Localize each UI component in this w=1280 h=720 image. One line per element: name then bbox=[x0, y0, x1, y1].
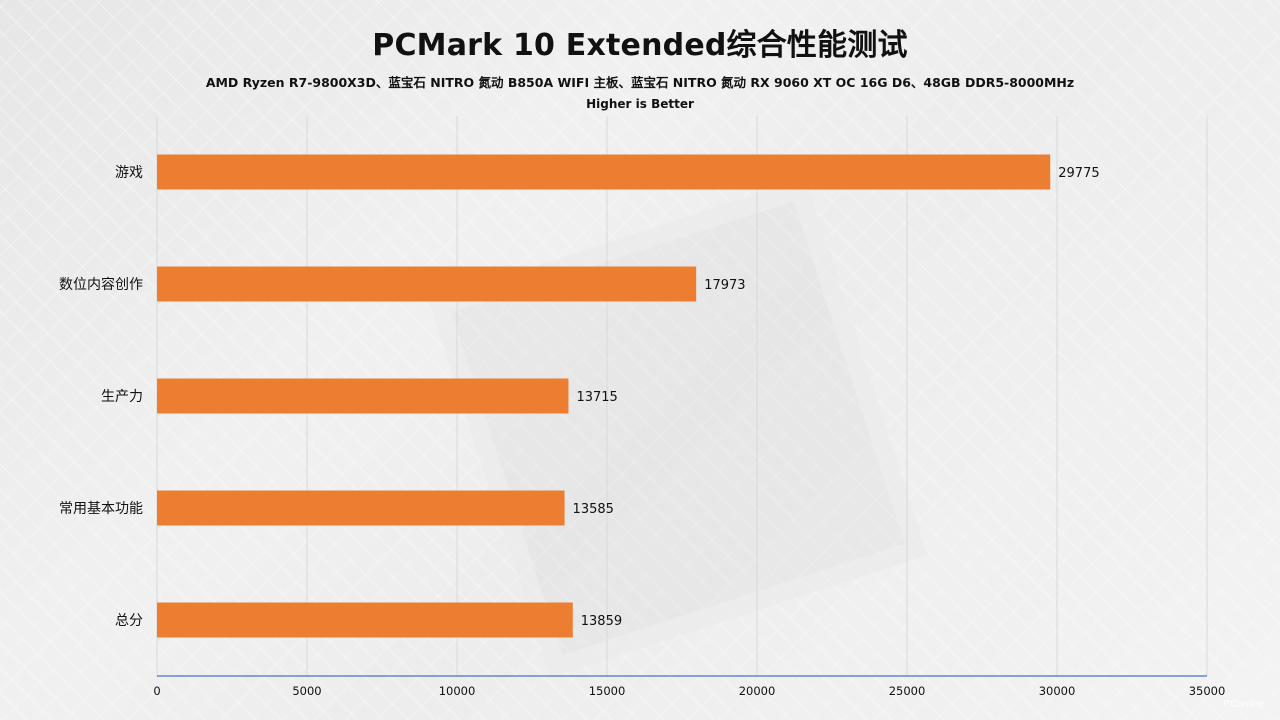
value-label: 17973 bbox=[704, 278, 745, 293]
value-label: 13585 bbox=[573, 502, 614, 517]
category-label: 常用基本功能 bbox=[59, 500, 143, 517]
chart-note: Higher is Better bbox=[586, 97, 694, 111]
x-tick-label: 20000 bbox=[739, 684, 776, 698]
category-label: 数位内容创作 bbox=[59, 276, 143, 293]
bar-3 bbox=[157, 378, 569, 414]
x-tick-label: 5000 bbox=[292, 684, 321, 698]
bar-1 bbox=[157, 154, 1051, 190]
chart-header: PCMark 10 Extended综合性能测试 AMD Ryzen R7-98… bbox=[0, 20, 1280, 111]
x-tick-label: 35000 bbox=[1189, 684, 1226, 698]
value-label: 29775 bbox=[1058, 166, 1099, 181]
bar-2 bbox=[157, 266, 697, 302]
watermark: PConline bbox=[1223, 699, 1264, 710]
x-tick-label: 25000 bbox=[889, 684, 926, 698]
value-labels: 29775 17973 13715 13585 13859 bbox=[573, 166, 1100, 629]
x-tick-label: 15000 bbox=[589, 684, 626, 698]
category-label: 游戏 bbox=[115, 165, 143, 181]
x-axis: 0 5000 10000 15000 20000 25000 30000 35000 bbox=[153, 675, 1226, 698]
x-tick-label: 30000 bbox=[1039, 684, 1076, 698]
x-tick-label: 0 bbox=[153, 684, 160, 698]
bar-5 bbox=[157, 602, 573, 638]
bars bbox=[157, 154, 1051, 638]
value-label: 13715 bbox=[576, 390, 617, 405]
bar-4 bbox=[157, 490, 565, 526]
chart-title: PCMark 10 Extended综合性能测试 bbox=[372, 28, 908, 63]
value-label: 13859 bbox=[581, 614, 622, 629]
x-tick-label: 10000 bbox=[439, 684, 476, 698]
chart-subtitle: AMD Ryzen R7-9800X3D、蓝宝石 NITRO 氮动 B850A … bbox=[205, 75, 1075, 90]
category-label: 生产力 bbox=[101, 389, 143, 405]
category-label: 总分 bbox=[115, 613, 143, 629]
